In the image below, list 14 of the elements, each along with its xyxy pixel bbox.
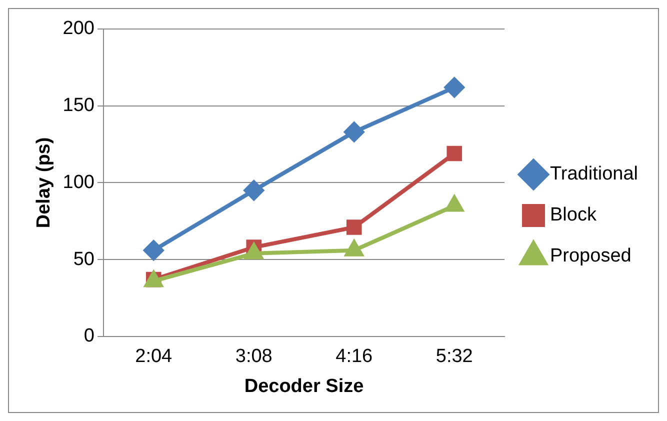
legend-label: Block	[550, 204, 597, 226]
y-tick-label: 50	[73, 248, 94, 270]
y-tick-label: 100	[62, 172, 94, 193]
x-axis-title: Decoder Size	[244, 376, 364, 397]
y-axis-title: Delay (ps)	[34, 137, 55, 228]
y-tick-label: 200	[62, 18, 94, 40]
y-tick-label: 0	[84, 326, 94, 347]
legend-label: Proposed	[550, 246, 632, 267]
legend-label: Traditional	[550, 164, 638, 185]
y-tick-label: 150	[62, 95, 94, 116]
x-tick-label: 5:32	[436, 346, 473, 368]
x-tick-label: 2:04	[135, 346, 173, 368]
x-tick-label: 4:16	[336, 346, 373, 368]
x-tick-label: 3:08	[235, 346, 272, 368]
